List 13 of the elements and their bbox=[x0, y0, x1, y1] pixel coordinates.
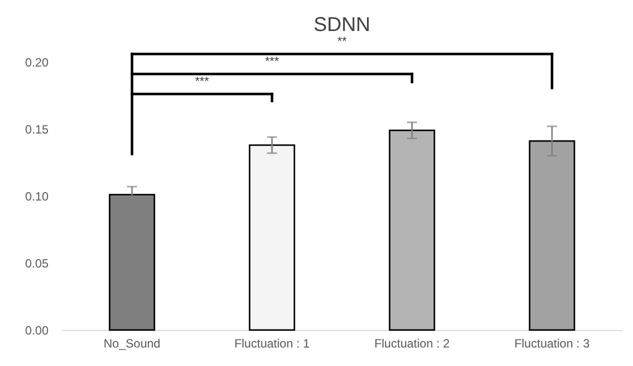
x-tick-label: Fluctuation : 1 bbox=[234, 336, 310, 350]
y-tick-label: 0.15 bbox=[25, 122, 49, 136]
annotation: *** bbox=[194, 74, 210, 88]
y-tick-label: 0.10 bbox=[25, 190, 49, 204]
x-tick-label: Fluctuation : 3 bbox=[514, 336, 590, 350]
chart-title: SDNN bbox=[314, 14, 370, 36]
y-tick-label: 0.20 bbox=[25, 56, 49, 70]
x-tick-label: Fluctuation : 2 bbox=[374, 336, 450, 350]
y-tick-label: 0.00 bbox=[25, 324, 49, 338]
x-tick-label: No_Sound bbox=[104, 336, 160, 350]
y-tick-label: 0.05 bbox=[25, 256, 49, 270]
text: ** bbox=[337, 34, 347, 48]
annotation: *** bbox=[264, 54, 280, 68]
